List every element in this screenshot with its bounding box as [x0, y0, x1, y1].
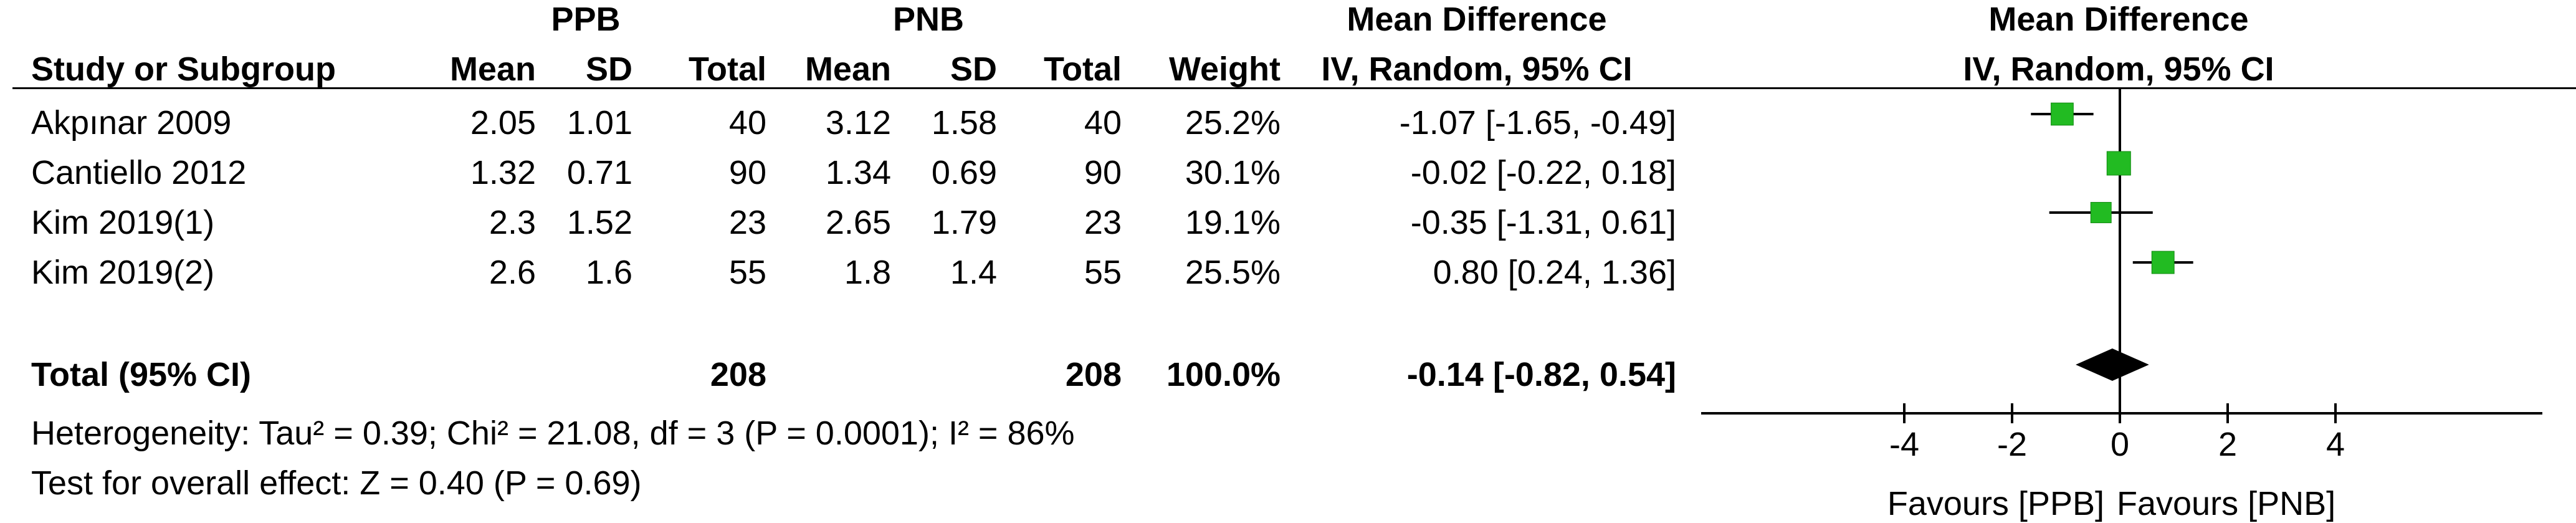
study-total2: 23	[1084, 204, 1122, 241]
study-mean1: 2.3	[489, 204, 536, 241]
favours-right-label: Favours [PNB]	[2117, 485, 2335, 522]
col-weight: Weight	[1169, 50, 1281, 88]
study-sd1: 1.01	[566, 104, 632, 142]
col-total1: Total	[689, 50, 766, 88]
study-total2: 40	[1084, 104, 1122, 142]
study-marker	[2151, 251, 2175, 274]
method-left: IV, Random, 95% CI	[1321, 50, 1633, 88]
study-ci: -0.35 [-1.31, 0.61]	[1410, 204, 1676, 241]
study-name: Cantiello 2012	[31, 154, 247, 191]
study-total1: 90	[728, 154, 766, 191]
study-sd2: 1.58	[931, 104, 997, 142]
col-mean1: Mean	[449, 50, 536, 88]
study-mean2: 1.8	[844, 254, 891, 291]
study-marker	[2090, 202, 2112, 223]
study-marker	[2051, 102, 2074, 126]
x-tick-label: -2	[1997, 426, 2027, 463]
effect-header-right: Mean Difference	[1988, 1, 2249, 38]
effect-header-left: Mean Difference	[1347, 1, 1607, 38]
study-mean1: 2.6	[489, 254, 536, 291]
header-rule	[12, 87, 2576, 89]
study-weight: 25.5%	[1185, 254, 1281, 291]
study-mean2: 3.12	[825, 104, 891, 142]
study-sd1: 0.71	[566, 154, 632, 191]
group2-header: PNB	[892, 1, 964, 38]
study-mean1: 2.05	[470, 104, 536, 142]
study-total1: 23	[728, 204, 766, 241]
study-total2: 90	[1084, 154, 1122, 191]
x-tick-label: 0	[2111, 426, 2129, 463]
study-ci: -0.02 [-0.22, 0.18]	[1410, 154, 1676, 191]
study-name: Kim 2019(1)	[31, 204, 215, 241]
study-total1: 55	[728, 254, 766, 291]
col-sd2: SD	[950, 50, 997, 88]
study-ci: 0.80 [0.24, 1.36]	[1433, 254, 1676, 291]
total-weight: 100.0%	[1166, 356, 1281, 393]
col-mean2: Mean	[804, 50, 891, 88]
study-sd2: 0.69	[931, 154, 997, 191]
study-name: Kim 2019(2)	[31, 254, 215, 291]
study-mean2: 1.34	[825, 154, 891, 191]
study-sd1: 1.52	[566, 204, 632, 241]
total-ci: -0.14 [-0.82, 0.54]	[1406, 356, 1676, 393]
overall-effect-text: Test for overall effect: Z = 0.40 (P = 0…	[31, 464, 642, 502]
heterogeneity-text: Heterogeneity: Tau² = 0.39; Chi² = 21.08…	[31, 415, 1075, 452]
study-sd1: 1.6	[585, 254, 632, 291]
total-n1: 208	[710, 356, 766, 393]
col-study: Study or Subgroup	[31, 50, 336, 88]
study-marker	[2106, 151, 2131, 176]
study-total1: 40	[728, 104, 766, 142]
x-tick-label: -4	[1889, 426, 1919, 463]
study-weight: 19.1%	[1185, 204, 1281, 241]
col-sd1: SD	[585, 50, 632, 88]
pooled-diamond	[2076, 348, 2149, 381]
total-label: Total (95% CI)	[31, 356, 252, 393]
method-right: IV, Random, 95% CI	[1963, 50, 2274, 88]
study-sd2: 1.4	[950, 254, 997, 291]
col-total2: Total	[1044, 50, 1122, 88]
study-name: Akpınar 2009	[31, 104, 232, 142]
study-mean2: 2.65	[825, 204, 891, 241]
group1-header: PPB	[551, 1, 621, 38]
study-ci: -1.07 [-1.65, -0.49]	[1399, 104, 1676, 142]
study-weight: 25.2%	[1185, 104, 1281, 142]
study-sd2: 1.79	[931, 204, 997, 241]
study-mean1: 1.32	[470, 154, 536, 191]
study-total2: 55	[1084, 254, 1122, 291]
total-n2: 208	[1065, 356, 1122, 393]
x-tick-label: 4	[2326, 426, 2345, 463]
favours-left-label: Favours [PPB]	[1887, 485, 2104, 522]
x-tick-label: 2	[2218, 426, 2237, 463]
study-weight: 30.1%	[1185, 154, 1281, 191]
